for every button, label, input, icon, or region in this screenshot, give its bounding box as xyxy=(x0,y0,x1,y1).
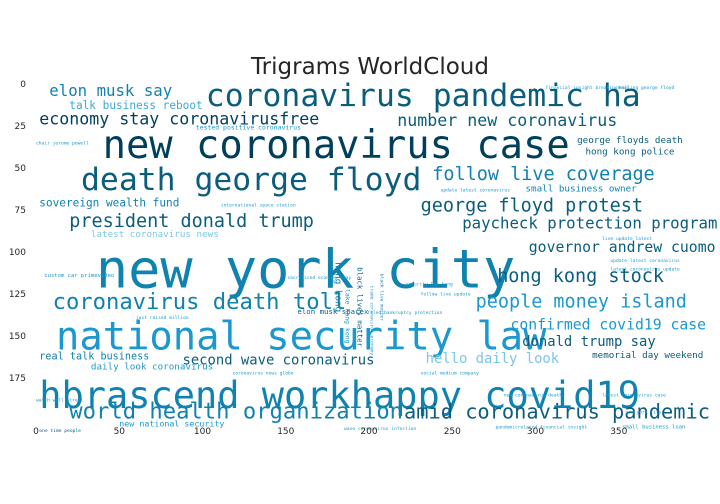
word-15: small business owner xyxy=(526,184,638,195)
word-32: coronavirus death toll xyxy=(53,289,347,315)
x-tick-label: 200 xyxy=(360,427,377,437)
word-33: people money island xyxy=(476,291,687,312)
word-31: follow live update xyxy=(421,292,471,298)
x-tick-label: 350 xyxy=(610,427,627,437)
x-tick-label: 150 xyxy=(277,427,294,437)
word-0: elon musk say xyxy=(49,81,172,100)
word-28: sacrificed economy stay xyxy=(287,275,351,281)
word-6: tested positive coronavirus xyxy=(196,123,301,131)
word-23: governor andrew cuomo xyxy=(529,239,716,256)
word-22: live update latest xyxy=(602,236,652,242)
word-55: one time people xyxy=(39,428,81,434)
word-43: memorial day weekend xyxy=(592,350,703,361)
word-53: new york city xyxy=(625,409,661,415)
word-36: just raised million xyxy=(136,315,189,321)
word-1: talk business reboot xyxy=(69,99,202,112)
word-41: second wave coronavirus xyxy=(183,353,375,369)
word-38: confirmed covid19 case xyxy=(511,316,707,333)
y-tick-label: 75 xyxy=(15,206,26,216)
word-60: black lives matter xyxy=(355,267,364,347)
word-16: sovereign wealth fund xyxy=(39,197,179,210)
word-37: national security law xyxy=(56,314,547,359)
x-tick-label: 300 xyxy=(527,427,544,437)
y-tick-label: 25 xyxy=(15,122,26,132)
chart-title: Trigrams WorldCloud xyxy=(251,54,489,80)
word-29: hong kong stock xyxy=(497,266,664,287)
x-tick-label: 0 xyxy=(33,427,39,437)
x-axis: 0 50 100 150 200 250 300 350 xyxy=(33,427,628,437)
word-18: george floyd protest xyxy=(421,196,643,217)
y-tick-label: 0 xyxy=(20,80,26,90)
x-tick-label: 50 xyxy=(114,427,126,437)
word-24: new york city xyxy=(96,237,515,300)
y-tick-label: 125 xyxy=(9,290,26,300)
word-57: pandemicrelated financial insight xyxy=(496,424,588,430)
word-63: black live matter xyxy=(379,274,385,321)
y-tick-label: 50 xyxy=(15,164,27,174)
word-7: number new coronavirus xyxy=(397,111,617,130)
word-3: financial insight breakingnews xyxy=(546,85,629,91)
word-46: social medium company xyxy=(421,371,480,377)
y-axis: 0 25 50 75 100 125 150 175 xyxy=(9,80,26,384)
word-21: latest coronavirus news xyxy=(91,229,219,240)
word-30: security law hong xyxy=(406,282,453,288)
word-51: world health organization xyxy=(69,398,403,424)
word-40: real talk business xyxy=(39,352,149,363)
word-58: small business loan xyxy=(622,424,685,430)
x-tick-label: 100 xyxy=(194,427,211,437)
word-19: president donald trump xyxy=(69,211,314,232)
word-52: amid coronavirus pandemic xyxy=(404,399,710,423)
word-35: filed bankruptcy protection xyxy=(367,310,442,316)
word-13: follow live coverage xyxy=(432,164,654,185)
word-5: economy stay coronavirusfree xyxy=(39,109,319,128)
word-12: death george floyd xyxy=(81,162,421,198)
word-54: new national security xyxy=(119,419,224,429)
word-20: paycheck protection program xyxy=(462,214,717,233)
word-25: update latest coronavirus xyxy=(610,258,680,264)
word-26: latest coronavirus update xyxy=(610,267,680,273)
y-tick-label: 100 xyxy=(9,248,26,258)
word-9: new coronavirus case xyxy=(103,123,570,168)
word-10: george floyds death xyxy=(577,135,683,146)
word-47: hbrascend workhappy covid19 xyxy=(39,374,640,417)
y-tick-label: 150 xyxy=(9,332,26,342)
word-49: new coronavirus death xyxy=(504,393,563,399)
word-42: hello daily look xyxy=(426,351,560,367)
word-61: lake hong kong xyxy=(344,289,352,344)
word-17: international space station xyxy=(221,203,296,209)
word-2: coronavirus pandemic ha xyxy=(206,78,641,114)
word-56: wave coronavirus infection xyxy=(344,426,416,432)
word-14: update latest coronavirus xyxy=(441,188,511,194)
word-44: daily look coronavirus xyxy=(91,362,213,373)
word-27: custom car primevideo xyxy=(44,273,114,279)
word-50: watch wall street xyxy=(36,398,83,404)
y-tick-label: 175 xyxy=(9,374,26,384)
word-4: killing george floyd xyxy=(619,85,675,91)
word-8: chair jerome powell xyxy=(36,141,89,147)
word-39: donald trump say xyxy=(522,334,656,350)
word-48: latest coronavirus case xyxy=(602,393,666,399)
x-tick-label: 250 xyxy=(444,427,461,437)
word-62: trade coronavirus economy xyxy=(369,286,375,356)
word-59: hong kong xyxy=(333,262,344,312)
word-11: hong kong police xyxy=(586,147,675,158)
word-45: coronavirus news globe xyxy=(233,371,294,377)
word-34: elon musk spacex xyxy=(297,307,369,316)
